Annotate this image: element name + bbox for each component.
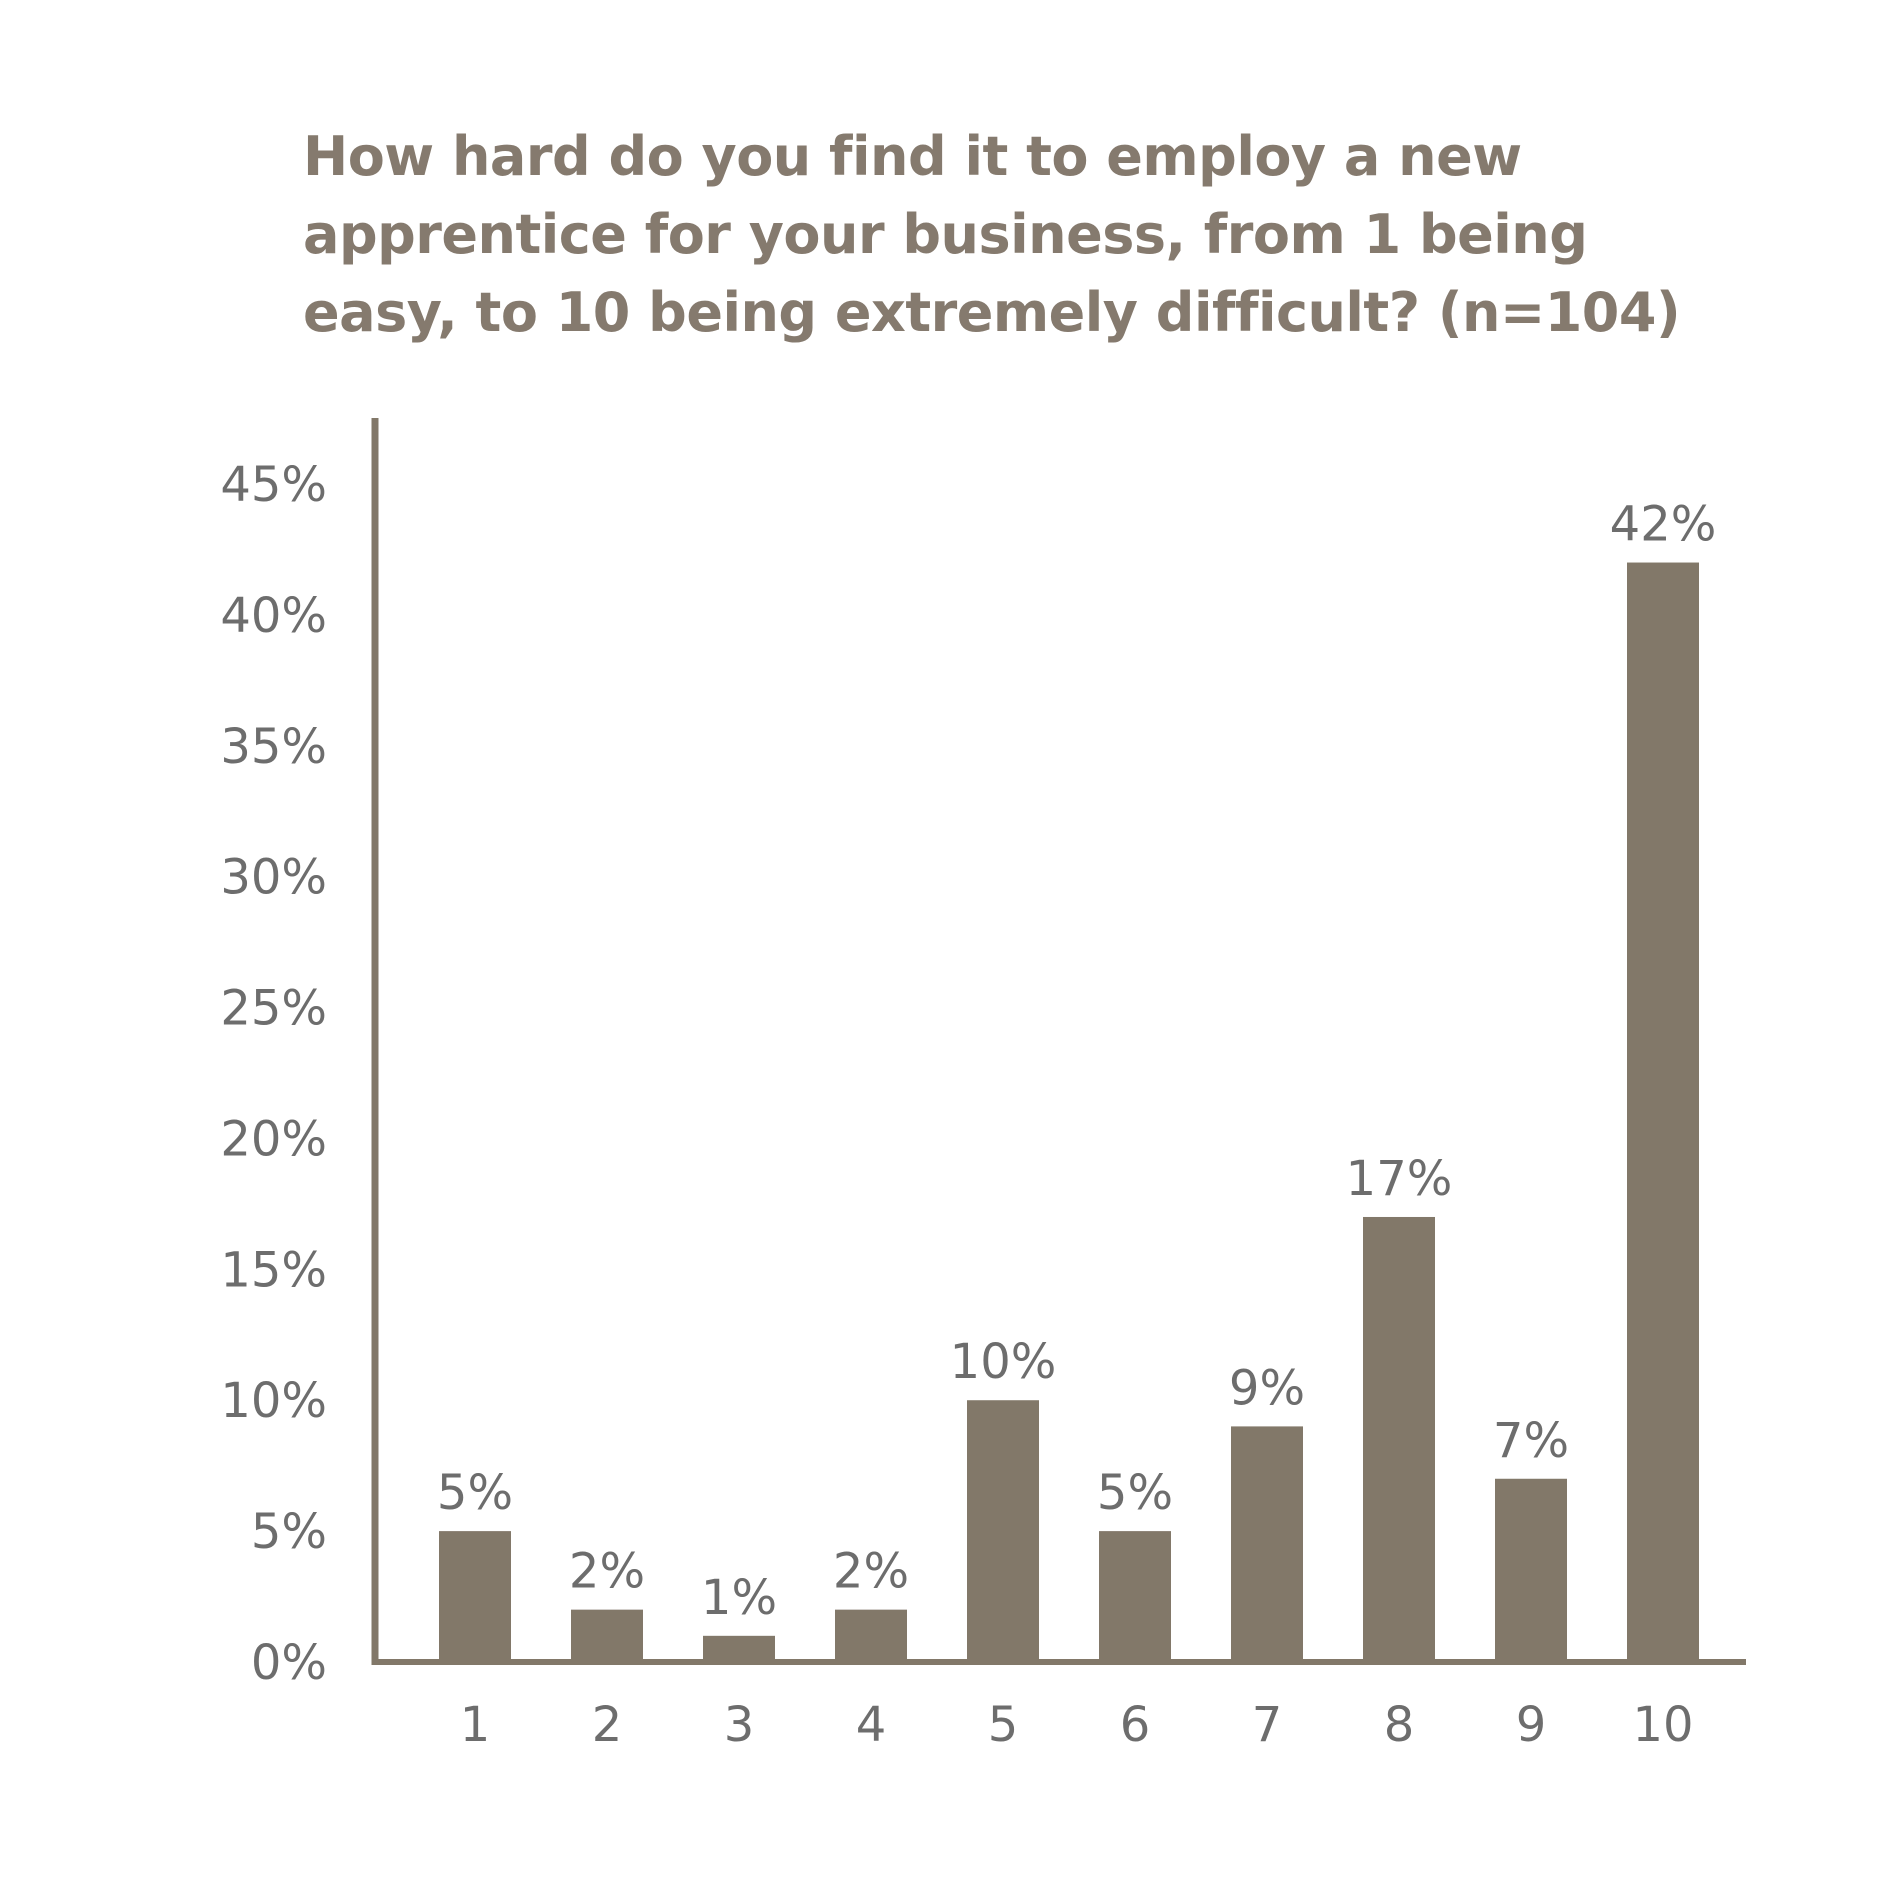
x-tick-label: 4 <box>856 1697 887 1753</box>
x-tick-label: 9 <box>1516 1697 1547 1753</box>
bar <box>1099 1531 1171 1662</box>
x-tick-label: 3 <box>724 1697 755 1753</box>
bar-value-label: 5% <box>1097 1465 1173 1521</box>
chart-title-line: easy, to 10 being extremely difficult? (… <box>303 281 1681 344</box>
bar <box>1231 1426 1303 1662</box>
bar <box>571 1609 643 1662</box>
bar <box>439 1531 511 1662</box>
bar-value-label: 1% <box>701 1570 777 1626</box>
bars-group <box>439 562 1699 1662</box>
y-axis-tick-labels: 0% 5% 10% 15% 20% 25% 30% 35% 40% 45% <box>220 457 327 1691</box>
bar-value-label: 42% <box>1610 497 1717 553</box>
x-tick-label: 7 <box>1252 1697 1283 1753</box>
bar-value-label: 17% <box>1346 1151 1453 1207</box>
x-tick-label: 2 <box>592 1697 623 1753</box>
y-tick-label: 30% <box>220 850 327 906</box>
y-tick-label: 10% <box>220 1373 327 1429</box>
y-tick-label: 5% <box>251 1504 327 1560</box>
chart-title: How hard do you find it to employ a new … <box>303 118 1703 352</box>
x-tick-label: 1 <box>460 1697 491 1753</box>
bar <box>1495 1478 1567 1662</box>
bar <box>1627 562 1699 1662</box>
chart-title-line: How hard do you find it to employ a new <box>303 125 1522 188</box>
x-tick-label: 10 <box>1632 1697 1693 1753</box>
x-axis-tick-labels: 1 2 3 4 5 6 7 8 9 10 <box>460 1697 1694 1753</box>
bar <box>1363 1216 1435 1662</box>
y-tick-label: 45% <box>220 457 327 513</box>
bar <box>835 1609 907 1662</box>
data-labels-group: 5% 2% 1% 2% 10% 5% 9% 17% 7% 42% <box>437 497 1716 1626</box>
bar <box>967 1400 1039 1662</box>
bar <box>703 1635 775 1662</box>
bar-value-label: 5% <box>437 1465 513 1521</box>
bar-value-label: 7% <box>1493 1413 1569 1469</box>
chart-title-line: apprentice for your business, from 1 bei… <box>303 203 1588 266</box>
y-tick-label: 20% <box>220 1111 327 1167</box>
y-tick-label: 0% <box>251 1635 327 1691</box>
y-tick-label: 25% <box>220 981 327 1037</box>
bar-value-label: 9% <box>1229 1360 1305 1416</box>
y-tick-label: 15% <box>220 1242 327 1298</box>
bar-value-label: 2% <box>833 1544 909 1600</box>
x-tick-label: 8 <box>1384 1697 1415 1753</box>
y-tick-label: 35% <box>220 719 327 775</box>
bar-value-label: 2% <box>569 1544 645 1600</box>
y-tick-label: 40% <box>220 588 327 644</box>
x-tick-label: 5 <box>988 1697 1019 1753</box>
bar-value-label: 10% <box>950 1334 1057 1390</box>
x-tick-label: 6 <box>1120 1697 1151 1753</box>
